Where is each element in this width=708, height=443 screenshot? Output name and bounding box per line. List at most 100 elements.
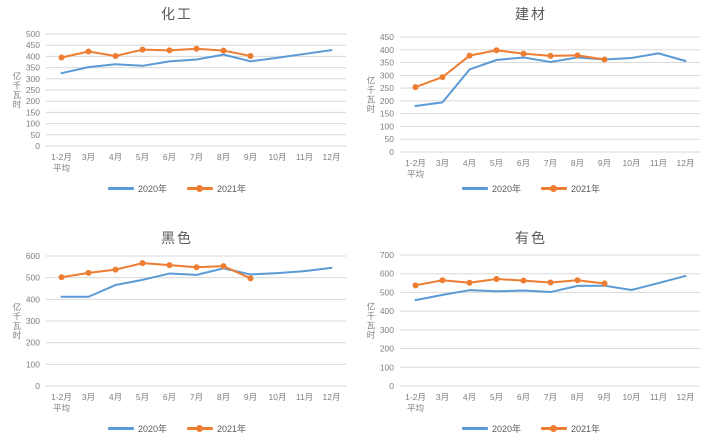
legend-item-2020: 2020年 bbox=[461, 182, 521, 195]
y-tick-label: 200 bbox=[26, 96, 40, 106]
data-point-marker bbox=[493, 47, 500, 54]
x-tick-label: 6月 bbox=[163, 392, 176, 402]
x-tick-label: 10月 bbox=[623, 392, 641, 402]
y-tick-label: 0 bbox=[35, 141, 40, 151]
y-tick-label: 400 bbox=[380, 45, 394, 55]
series-2020年 bbox=[414, 52, 687, 107]
y-tick-label: 300 bbox=[380, 325, 394, 335]
data-point-marker bbox=[112, 266, 119, 273]
y-tick-label: 200 bbox=[26, 338, 40, 348]
gridlines bbox=[46, 255, 346, 387]
y-tick-label: 500 bbox=[380, 287, 394, 297]
y-tick-label: 300 bbox=[26, 316, 40, 326]
data-point-marker bbox=[58, 274, 65, 281]
y-tick-label: 450 bbox=[380, 32, 394, 42]
data-point-marker bbox=[85, 269, 92, 276]
legend-line-swatch-2020 bbox=[461, 184, 488, 193]
data-point-marker bbox=[412, 282, 419, 289]
y-axis-unit-char: 亿 bbox=[367, 301, 376, 311]
data-point-marker bbox=[247, 275, 254, 282]
y-tick-label: 100 bbox=[26, 359, 40, 369]
y-tick-label: 300 bbox=[380, 70, 394, 80]
y-tick-label: 200 bbox=[380, 96, 394, 106]
series-2021年 bbox=[412, 47, 608, 91]
chart-panel-nonferrous: 有色 0 100 200 300 400 500 600 700 亿千瓦时 1-2月平均 3月 4月 5… bbox=[354, 221, 708, 443]
x-tick-label: 7月 bbox=[544, 392, 557, 402]
legend-label: 2020年 bbox=[137, 184, 167, 194]
gridlines bbox=[46, 33, 346, 147]
series-line bbox=[414, 52, 687, 107]
data-point-marker bbox=[139, 46, 146, 53]
series-2021年 bbox=[58, 45, 254, 61]
x-tick-label: 1-2月平均 bbox=[51, 392, 72, 413]
x-axis-tick-labels: 1-2月平均 3月 4月 5月 6月 7月 8月 9月 10月 11月 12月 bbox=[405, 392, 694, 413]
x-tick-label: 10月 bbox=[269, 152, 287, 162]
data-point-marker bbox=[547, 279, 554, 286]
data-point-marker bbox=[85, 48, 92, 55]
y-tick-label: 350 bbox=[380, 58, 394, 68]
x-tick-label: 8月 bbox=[571, 392, 584, 402]
series-2021年 bbox=[412, 275, 608, 289]
series-2020年 bbox=[414, 274, 687, 302]
legend-line-swatch-2020 bbox=[107, 184, 134, 193]
legend-line-swatch-2020 bbox=[461, 424, 488, 433]
y-axis-unit-char: 瓦 bbox=[367, 320, 376, 330]
x-tick-label: 11月 bbox=[296, 392, 313, 402]
y-axis-tick-labels: 0 50 100 150 200 250 300 350 400 450 bbox=[380, 32, 394, 157]
y-axis-unit-char: 千 bbox=[367, 85, 376, 95]
data-point-marker bbox=[520, 50, 527, 57]
series-2021年 bbox=[58, 260, 254, 282]
x-tick-label: 9月 bbox=[598, 392, 611, 402]
series-line bbox=[60, 49, 333, 75]
legend-item-2021: 2021年 bbox=[187, 422, 246, 435]
chart-legend-ferrous: 2020年 2021年 bbox=[0, 422, 354, 435]
x-tick-label: 1-2月平均 bbox=[51, 152, 72, 173]
legend-line-swatch-2020 bbox=[107, 424, 134, 433]
x-tick-label: 1-2月平均 bbox=[405, 158, 426, 179]
x-tick-label: 11月 bbox=[650, 392, 667, 402]
y-tick-label: 0 bbox=[35, 381, 40, 391]
data-point-marker bbox=[466, 279, 473, 286]
y-tick-label: 300 bbox=[26, 74, 40, 84]
x-tick-label: 8月 bbox=[217, 392, 230, 402]
y-tick-label: 500 bbox=[26, 273, 40, 283]
data-point-marker bbox=[166, 47, 173, 54]
data-point-marker bbox=[439, 277, 446, 284]
x-tick-label: 9月 bbox=[244, 152, 257, 162]
y-tick-label: 50 bbox=[385, 134, 395, 144]
data-point-marker bbox=[574, 52, 581, 59]
y-tick-label: 0 bbox=[389, 147, 394, 157]
y-tick-label: 50 bbox=[31, 130, 41, 140]
chart-panel-chemicals: 化工 0 50 100 150 200 250 300 350 400 450 500 亿千瓦时 1-2… bbox=[0, 0, 354, 221]
y-tick-label: 100 bbox=[380, 121, 394, 131]
data-point-marker bbox=[466, 52, 473, 59]
y-axis-unit-char: 瓦 bbox=[367, 94, 376, 104]
y-axis-tick-labels: 0 100 200 300 400 500 600 700 bbox=[380, 250, 394, 391]
legend-label: 2021年 bbox=[217, 184, 247, 194]
x-tick-label: 5月 bbox=[490, 392, 503, 402]
legend-label: 2021年 bbox=[217, 424, 247, 434]
legend-label: 2021年 bbox=[571, 184, 601, 194]
legend-label: 2021年 bbox=[571, 424, 601, 434]
x-tick-label: 9月 bbox=[598, 158, 611, 168]
y-tick-label: 400 bbox=[26, 294, 40, 304]
chart-legend-nonferrous: 2020年 2021年 bbox=[354, 422, 708, 435]
series-2020年 bbox=[60, 266, 333, 298]
y-axis-unit-char: 时 bbox=[367, 330, 376, 340]
series-2020年 bbox=[60, 49, 333, 75]
x-tick-label: 5月 bbox=[136, 152, 149, 162]
legend-line-marker-swatch-2021 bbox=[541, 424, 567, 433]
y-axis-unit-char: 亿 bbox=[13, 302, 22, 312]
chart-panel-building-materials: 建材 0 50 100 150 200 250 300 350 400 450 亿千瓦时 1-2月平均… bbox=[354, 0, 708, 221]
x-tick-label: 8月 bbox=[571, 158, 584, 168]
legend-label: 2020年 bbox=[491, 424, 521, 434]
chart-title-ferrous: 黑色 bbox=[161, 230, 193, 246]
y-axis-unit-char: 千 bbox=[367, 311, 376, 321]
x-tick-label: 6月 bbox=[517, 392, 530, 402]
x-tick-label: 3月 bbox=[82, 392, 95, 402]
series-line bbox=[414, 49, 606, 89]
